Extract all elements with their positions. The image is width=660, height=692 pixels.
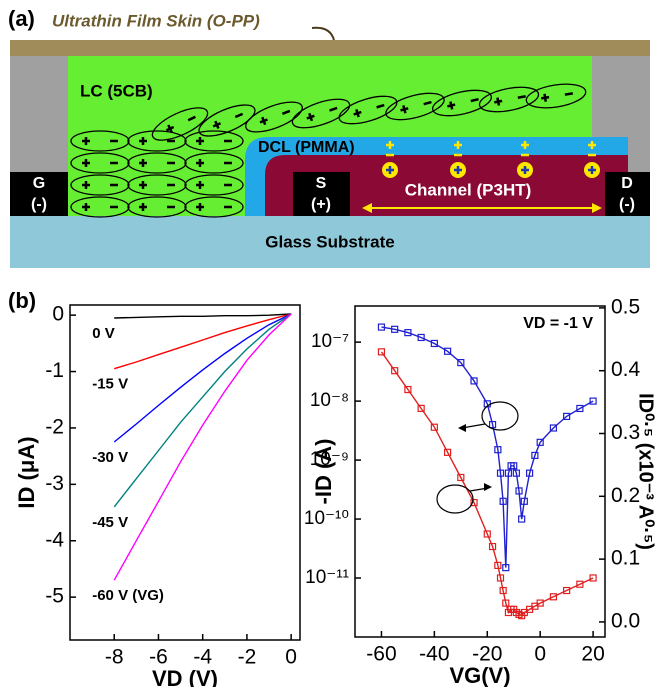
y-tick-label: 10⁻¹¹ [305,567,349,588]
x-axis-title: VG(V) [449,663,510,687]
series-label: -15 V [92,376,128,393]
source-name: S [316,175,327,192]
series-label: 0 V [92,325,115,342]
figure: (a) Ultrathin Film Skin (O-PP) LC (5CB) … [0,0,660,687]
x-tick-label: -8 [105,646,124,669]
y-axis-title: ID (μA) [14,436,39,508]
y-tick-label: 10⁻⁷ [311,331,349,352]
panel-label: (b) [8,288,36,313]
y-tick-label: 0 [52,303,64,326]
skin-label: Ultrathin Film Skin (O-PP) [52,11,260,30]
drain-sign: (-) [619,196,635,213]
x-tick-label: 20 [581,643,604,666]
x-tick-label: 0 [285,646,297,669]
pointer [437,485,473,513]
source-sign: (+) [311,196,331,213]
y-tick-label: -2 [45,415,64,438]
pointer [482,402,518,430]
x-tick-label: -60 [366,643,396,666]
x-axis-title: VD (V) [152,666,218,687]
y-tick-label: 10⁻⁸ [310,390,349,411]
skin-layer [10,40,650,56]
y2-tick-label: 0.4 [611,358,641,381]
marker [590,575,596,581]
y-tick-label: -5 [45,585,64,608]
y-tick-label: -4 [45,528,64,551]
x-tick-label: -2 [238,646,257,669]
series-line [114,314,291,318]
series-label: -60 V (VG) [92,587,164,604]
dcl-label: DCL (PMMA) [258,139,355,156]
series-line [114,314,291,580]
y2-tick-label: 0.1 [611,547,640,570]
panel-a: (a) Ultrathin Film Skin (O-PP) LC (5CB) … [8,6,650,268]
pointer-head [484,483,492,491]
substrate-label: Glass Substrate [265,232,394,251]
x-tick-label: -40 [419,643,449,666]
series-label: -45 V [92,514,128,531]
wall [10,56,68,172]
series-line [382,352,594,616]
drain-name: D [621,175,633,192]
gate-name: G [33,175,45,192]
lc-label: LC (5CB) [80,81,153,100]
channel-label: Channel (P3HT) [405,180,532,199]
annotation: VD = -1 V [523,315,593,332]
skin-arrow [312,28,334,40]
series-label: -30 V [92,449,128,466]
series-line [114,314,291,369]
series-line [114,314,291,507]
y-tick-label: -3 [45,472,64,495]
y-axis-title: -ID (A) [311,439,336,505]
y2-axis-title: ID⁰·⁵ (x10⁻³ A⁰·⁵) [635,393,657,550]
y-tick-label: 10⁻¹⁰ [304,508,349,529]
y2-tick-label: 0.0 [611,609,640,632]
pointer-head [458,424,466,432]
gate-sign: (-) [31,196,47,213]
panel-label: (a) [8,6,35,31]
x-tick-label: 0 [534,643,546,666]
y-tick-label: -1 [45,359,64,382]
plots: -8-6-4-200-1-2-3-4-5VD (V)ID (μA)0 V-15 … [14,295,657,687]
y2-tick-label: 0.5 [611,295,640,318]
